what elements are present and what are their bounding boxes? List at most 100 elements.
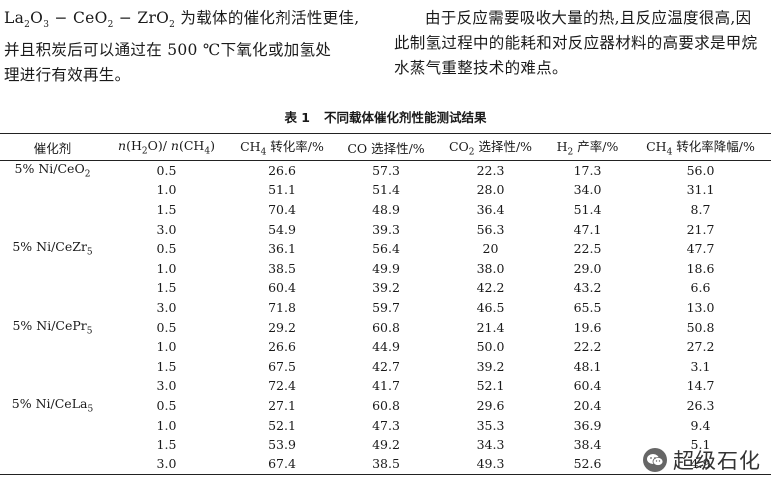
cell-h2-yield: 20.4 xyxy=(573,397,602,413)
cell-co-selectivity: 47.3 xyxy=(372,417,400,433)
cell-ch4-drop: 9.4 xyxy=(690,417,711,433)
cell-ch4-drop: 47.7 xyxy=(686,241,715,257)
cell-ch4-conversion: 36.1 xyxy=(268,241,296,257)
cell-h2-yield: 51.4 xyxy=(573,201,602,217)
cell-ch4-drop: 27.2 xyxy=(686,339,715,355)
table-row: 5% Ni/CeO2 0.5 26.6 57.3 22.3 17.3 56.0 xyxy=(0,161,771,181)
cell-ch4-conversion: 27.1 xyxy=(268,397,296,413)
table-row: 1.5 53.9 49.2 34.3 38.4 5.1 xyxy=(0,435,771,455)
cell-catalyst xyxy=(0,337,105,357)
cell-ratio: 1.0 xyxy=(156,339,177,355)
cell-ratio: 0.5 xyxy=(156,241,177,257)
cell-ch4-conversion: 29.2 xyxy=(268,319,296,335)
cell-co2-selectivity: 22.3 xyxy=(476,163,505,179)
cell-h2-yield: 22.5 xyxy=(573,241,602,257)
table-caption: 表 1 不同载体催化剂性能测试结果 xyxy=(0,107,771,126)
table-row: 1.0 52.1 47.3 35.3 36.9 9.4 xyxy=(0,415,771,435)
cell-co2-selectivity: 49.3 xyxy=(436,454,545,475)
cell-ratio: 1.0 xyxy=(156,417,177,433)
cell-ratio: 1.5 xyxy=(156,437,177,453)
cell-co-selectivity: 60.8 xyxy=(372,319,400,335)
cell-co2-selectivity: 21.4 xyxy=(476,319,505,335)
cell-catalyst xyxy=(0,258,105,278)
cell-co2-selectivity: 52.1 xyxy=(476,378,505,394)
cell-co-selectivity: 60.8 xyxy=(372,397,400,413)
table-row: 1.0 51.1 51.4 28.0 34.0 31.1 xyxy=(0,180,771,200)
cell-co-selectivity: 42.7 xyxy=(372,358,400,374)
header-co2-selectivity: CO2 选择性/% xyxy=(436,133,545,161)
cell-ratio: 3.0 xyxy=(105,454,228,475)
cell-ch4-conversion: 52.1 xyxy=(268,417,296,433)
table-row: 1.5 67.5 42.7 39.2 48.1 3.1 xyxy=(0,356,771,376)
cell-ch4-drop: 6.6 xyxy=(690,280,711,296)
cell-catalyst xyxy=(0,200,105,220)
cell-ch4-conversion: 51.1 xyxy=(268,182,296,198)
cell-catalyst: 5% Ni/CeO2 xyxy=(14,161,91,180)
wechat-icon xyxy=(643,448,667,472)
table-row: 3.0 72.4 41.7 52.1 60.4 14.7 xyxy=(0,376,771,396)
cell-ch4-conversion: 72.4 xyxy=(268,378,296,394)
cell-catalyst: 5% Ni/CePr5 xyxy=(12,317,93,337)
cell-catalyst xyxy=(0,219,105,239)
table-body: 5% Ni/CeO2 0.5 26.6 57.3 22.3 17.3 56.0 1.0 51.1… xyxy=(0,161,771,475)
table-row: 3.0 71.8 59.7 46.5 65.5 13.0 xyxy=(0,298,771,318)
cell-h2-yield: 65.5 xyxy=(573,299,602,315)
cell-co2-selectivity: 35.3 xyxy=(476,417,505,433)
cell-h2-yield: 52.6 xyxy=(545,454,630,475)
cell-co2-selectivity: 39.2 xyxy=(476,358,505,374)
cell-ch4-conversion: 26.6 xyxy=(268,163,296,179)
header-ch4-drop: CH4 转化率降幅/% xyxy=(630,133,771,161)
cell-h2-yield: 19.6 xyxy=(573,319,602,335)
cell-co-selectivity: 39.3 xyxy=(372,221,400,237)
header-co-selectivity: CO 选择性/% xyxy=(336,133,436,161)
cell-co-selectivity: 38.5 xyxy=(336,454,436,475)
cell-ratio: 1.0 xyxy=(156,260,177,276)
cell-co2-selectivity: 42.2 xyxy=(476,280,505,296)
cell-ratio: 0.5 xyxy=(156,397,177,413)
header-catalyst: 催化剂 xyxy=(0,133,105,161)
cell-ch4-conversion: 54.9 xyxy=(268,221,296,237)
cell-h2-yield: 60.4 xyxy=(573,378,602,394)
table-row: 1.0 38.5 49.9 38.0 29.0 18.6 xyxy=(0,258,771,278)
table-row: 5% Ni/CeLa5 0.5 27.1 60.8 29.6 20.4 26.3 xyxy=(0,396,771,416)
cell-co-selectivity: 57.3 xyxy=(372,163,400,179)
table-row: 1.5 70.4 48.9 36.4 51.4 8.7 xyxy=(0,200,771,220)
cell-ch4-drop: 31.1 xyxy=(686,182,715,198)
results-table: 催化剂 n(H2O)/ n(CH4) CH4 转化率/% CO 选择性/% CO… xyxy=(0,133,771,475)
cell-ratio: 1.0 xyxy=(156,182,177,198)
watermark-text: 超级石化 xyxy=(673,449,761,473)
cell-ratio: 1.5 xyxy=(156,358,177,374)
header-h2-yield: H2 产率/% xyxy=(545,133,630,161)
header-ratio: n(H2O)/ n(CH4) xyxy=(105,133,228,161)
cell-ratio: 0.5 xyxy=(156,319,177,335)
cell-co-selectivity: 49.2 xyxy=(372,437,400,453)
table-caption-title: 不同载体催化剂性能测试结果 xyxy=(324,110,487,125)
paragraph-right: 由于反应需要吸收大量的热,且反应温度很高,因此制氢过程中的能耗和对反应器材料的高… xyxy=(394,9,758,77)
cell-ch4-drop: 14.7 xyxy=(686,378,715,394)
cell-h2-yield: 48.1 xyxy=(573,358,602,374)
cell-catalyst xyxy=(0,356,105,376)
cell-catalyst: 5% Ni/CeZr5 xyxy=(12,239,93,258)
cell-catalyst xyxy=(0,298,105,318)
cell-catalyst xyxy=(0,376,105,396)
cell-h2-yield: 38.4 xyxy=(573,437,602,453)
cell-catalyst xyxy=(0,435,105,455)
cell-co2-selectivity: 28.0 xyxy=(476,182,505,198)
cell-ratio: 1.5 xyxy=(156,201,177,217)
cell-co2-selectivity: 56.3 xyxy=(476,221,505,237)
table-caption-label: 表 1 xyxy=(284,110,311,125)
cell-co2-selectivity: 46.5 xyxy=(476,299,505,315)
cell-co-selectivity: 48.9 xyxy=(372,201,400,217)
cell-co-selectivity: 59.7 xyxy=(372,299,400,315)
cell-ch4-drop: 18.6 xyxy=(686,260,715,276)
cell-co-selectivity: 49.9 xyxy=(372,260,400,276)
cell-h2-yield: 22.2 xyxy=(573,339,602,355)
cell-co-selectivity: 44.9 xyxy=(372,339,400,355)
cell-ratio: 1.5 xyxy=(156,280,177,296)
table-header-row: 催化剂 n(H2O)/ n(CH4) CH4 转化率/% CO 选择性/% CO… xyxy=(0,133,771,161)
cell-ratio: 3.0 xyxy=(156,299,177,315)
cell-co2-selectivity: 20 xyxy=(482,241,499,257)
cell-ch4-conversion: 67.5 xyxy=(268,358,296,374)
cell-ch4-drop: 50.8 xyxy=(686,319,715,335)
cell-co2-selectivity: 36.4 xyxy=(476,201,505,217)
